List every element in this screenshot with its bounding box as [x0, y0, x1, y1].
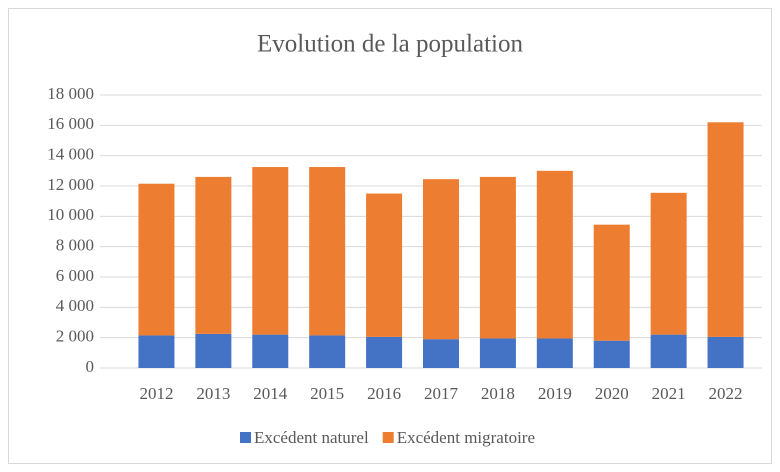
bar [650, 334, 687, 368]
y-tick-label: 2 000 [56, 327, 94, 346]
bar [536, 170, 573, 339]
bar [479, 176, 516, 339]
y-tick-label: 0 [86, 357, 95, 376]
bar [366, 336, 403, 368]
bar [479, 338, 516, 368]
bar [423, 339, 459, 368]
x-tick-label: 2014 [253, 384, 288, 403]
bar [707, 336, 744, 368]
bar [138, 183, 175, 336]
y-tick-label: 14 000 [47, 145, 94, 164]
bar [650, 192, 687, 335]
x-tick-label: 2018 [481, 384, 515, 403]
y-tick-label: 16 000 [47, 114, 94, 133]
bar [707, 122, 744, 337]
legend-label: Excédent migratoire [397, 428, 535, 447]
bar [252, 334, 289, 368]
bar [252, 167, 289, 335]
x-tick-label: 2021 [652, 384, 686, 403]
bar [366, 193, 403, 337]
x-tick-label: 2016 [367, 384, 401, 403]
y-tick-label: 4 000 [56, 296, 94, 315]
x-tick-label: 2017 [424, 384, 459, 403]
legend-label: Excédent naturel [254, 428, 369, 447]
bar [309, 167, 346, 336]
x-tick-label: 2020 [595, 384, 629, 403]
legend-swatch [240, 432, 251, 443]
chart-title: Evolution de la population [257, 31, 523, 58]
bar [536, 338, 573, 368]
bar [593, 224, 630, 341]
x-tick-label: 2022 [709, 384, 743, 403]
bar [309, 335, 346, 368]
x-tick-label: 2013 [196, 384, 230, 403]
y-tick-label: 6 000 [56, 266, 94, 285]
x-tick-label: 2012 [139, 384, 173, 403]
y-tick-label: 8 000 [56, 236, 94, 255]
legend-swatch [382, 432, 394, 443]
bar [195, 333, 232, 368]
x-tick-label: 2019 [538, 384, 572, 403]
y-tick-label: 10 000 [47, 205, 94, 224]
bar [423, 179, 459, 340]
x-tick-label: 2015 [310, 384, 344, 403]
bar [195, 176, 232, 334]
bar [593, 340, 630, 368]
y-tick-label: 18 000 [47, 84, 94, 103]
bar [138, 335, 175, 368]
y-tick-label: 12 000 [47, 175, 94, 194]
